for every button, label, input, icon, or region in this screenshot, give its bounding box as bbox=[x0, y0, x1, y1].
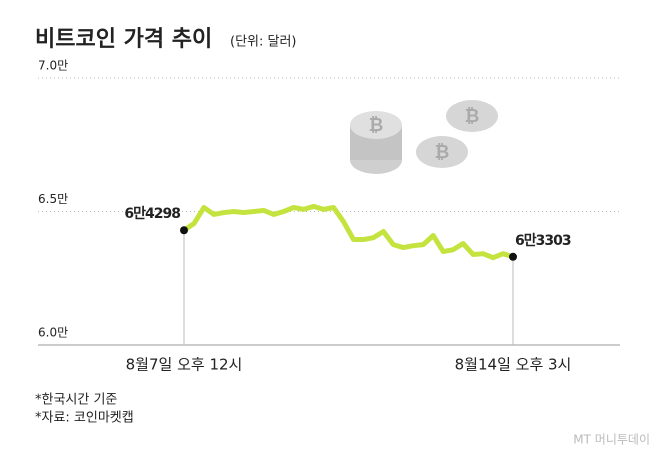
svg-text:₿: ₿ bbox=[465, 106, 480, 127]
svg-text:₿: ₿ bbox=[435, 142, 450, 163]
note: *자료: 코인마켓캡 bbox=[35, 411, 134, 426]
data-label: 6만4298 bbox=[124, 206, 180, 222]
coins: ₿ ₿ ₿ bbox=[350, 100, 498, 174]
data-label: 6만3303 bbox=[515, 233, 571, 249]
logo: MT 머니투데이 bbox=[573, 433, 650, 447]
y-tick-label: 7.0만 bbox=[38, 59, 68, 73]
end-dot bbox=[509, 252, 517, 261]
price-line bbox=[182, 203, 514, 261]
y-tick-label: 6.5만 bbox=[38, 192, 68, 206]
chart-title: 비트코인 가격 추이 bbox=[35, 27, 212, 52]
note: *한국시간 기준 bbox=[35, 393, 117, 408]
chart-subtitle: (단위: 달러) bbox=[230, 35, 297, 50]
x-tick-label: 8월7일 오후 12시 bbox=[126, 356, 243, 374]
end-dot bbox=[180, 226, 188, 235]
svg-text:₿: ₿ bbox=[369, 115, 384, 136]
x-tick-label: 8월14일 오후 3시 bbox=[455, 356, 572, 374]
y-tick-label: 6.0만 bbox=[38, 326, 68, 340]
